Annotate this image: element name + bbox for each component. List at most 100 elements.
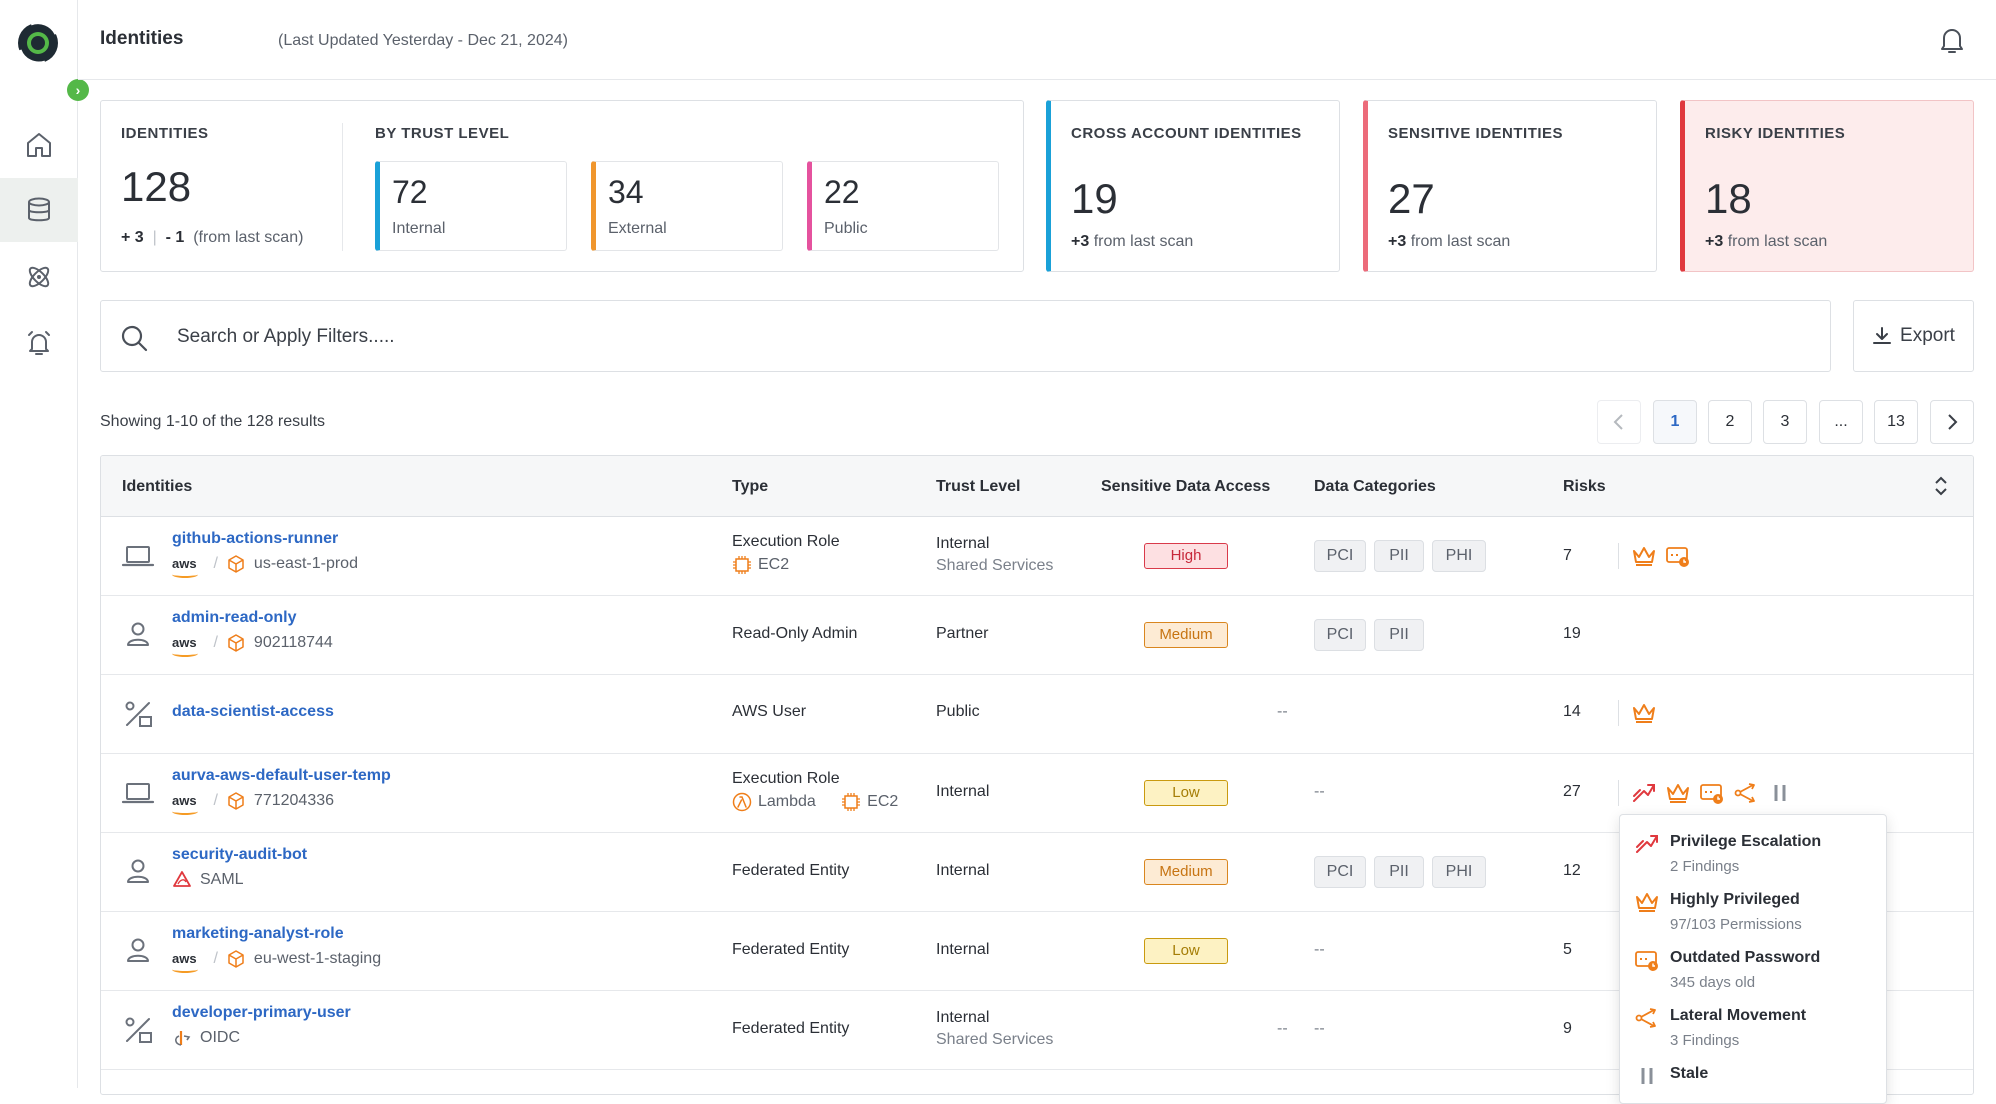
identity-name[interactable]: aurva-aws-default-user-temp <box>172 767 391 784</box>
sidebar-expand-button[interactable]: › <box>67 79 89 101</box>
search-input[interactable] <box>177 319 1777 355</box>
chip-icon <box>841 792 861 812</box>
table-row[interactable]: developer-primary-user OIDC Federated En… <box>101 991 1973 1070</box>
trust-sub: Shared Services <box>936 557 1054 574</box>
risky-identities-card[interactable]: RISKY IDENTITIES 18 +3 from last scan <box>1680 100 1974 272</box>
identity-name[interactable]: data-scientist-access <box>172 703 334 720</box>
crown-icon[interactable] <box>1665 780 1691 806</box>
risk-count: 5 <box>1563 941 1572 958</box>
chevron-right-icon <box>1948 414 1958 430</box>
nav-identities[interactable] <box>0 245 78 309</box>
chip-icon <box>732 555 752 575</box>
identity-services: EC2 <box>732 555 789 575</box>
trust-external-label: External <box>608 220 667 237</box>
col-sensitive-data-access[interactable]: Sensitive Data Access <box>1101 478 1271 495</box>
cross-account-card[interactable]: CROSS ACCOUNT IDENTITIES 19 +3 from last… <box>1046 100 1340 272</box>
next-page-button[interactable] <box>1930 400 1974 444</box>
export-button[interactable]: Export <box>1853 300 1974 372</box>
categories-empty: -- <box>1314 783 1325 800</box>
page-3-button[interactable]: 3 <box>1763 400 1807 444</box>
risk-sub: 345 days old <box>1670 974 1756 991</box>
download-icon <box>1873 327 1892 344</box>
search-bar <box>100 300 1831 372</box>
identity-location: eu-west-1-staging <box>253 950 382 967</box>
trust-sub: Shared Services <box>936 1031 1054 1048</box>
nav-alerts[interactable] <box>0 311 78 375</box>
table-row[interactable]: security-audit-bot SAML Federated Entity… <box>101 833 1973 912</box>
col-data-categories[interactable]: Data Categories <box>1314 478 1436 495</box>
table-row[interactable]: aurva-aws-default-user-temp aws / 771204… <box>101 754 1973 833</box>
identity-name[interactable]: marketing-analyst-role <box>172 925 344 942</box>
sensitivity-badge: Low <box>1144 780 1228 806</box>
identity-type: Federated Entity <box>732 941 850 958</box>
col-risks[interactable]: Risks <box>1563 478 1606 495</box>
nav-data-stores[interactable] <box>0 178 78 242</box>
sensitive-label: SENSITIVE IDENTITIES <box>1388 125 1564 142</box>
trust-external-box[interactable]: 34 External <box>591 161 783 251</box>
table-row[interactable]: admin-read-only aws / 902118744 Read-Onl… <box>101 596 1973 675</box>
trust-level: Public <box>936 703 980 720</box>
last-updated: (Last Updated Yesterday - Dec 21, 2024) <box>278 32 568 49</box>
table-row[interactable]: marketing-analyst-role aws / eu-west-1-s… <box>101 912 1973 991</box>
divider <box>1618 543 1619 569</box>
category-tag: PCI <box>1314 540 1366 572</box>
cube-icon <box>226 791 246 811</box>
outdated-password-icon[interactable] <box>1665 543 1691 569</box>
saml-icon <box>172 870 192 890</box>
results-count: Showing 1-10 of the 128 results <box>100 413 326 430</box>
page-1-button[interactable]: 1 <box>1653 400 1697 444</box>
sensitive-identities-card[interactable]: SENSITIVE IDENTITIES 27 +3 from last sca… <box>1363 100 1657 272</box>
outdated-password-icon[interactable] <box>1699 780 1725 806</box>
col-trust-level[interactable]: Trust Level <box>936 478 1021 495</box>
risky-label: RISKY IDENTITIES <box>1705 125 1846 142</box>
oidc-icon <box>172 1028 192 1048</box>
risk-count: 14 <box>1563 703 1581 720</box>
trust-public-box[interactable]: 22 Public <box>807 161 999 251</box>
pause-icon[interactable] <box>1767 780 1793 806</box>
lambda-icon <box>732 792 752 812</box>
identity-meta: aws / 771204336 <box>172 791 335 815</box>
divider <box>1618 780 1619 806</box>
identity-type: Federated Entity <box>732 862 850 879</box>
sensitivity-badge: Low <box>1144 938 1228 964</box>
bell-icon[interactable] <box>1936 24 1968 56</box>
identity-name[interactable]: admin-read-only <box>172 609 297 626</box>
trust-level: Internal <box>936 941 990 958</box>
page-ellipsis[interactable]: ... <box>1819 400 1863 444</box>
table-row[interactable]: data-scientist-access AWS User Public --… <box>101 675 1973 754</box>
identity-meta: SAML <box>172 870 244 890</box>
page-13-button[interactable]: 13 <box>1874 400 1918 444</box>
database-icon <box>28 197 50 222</box>
trust-external-count: 34 <box>608 174 644 210</box>
privilege-escalation-icon <box>1634 831 1660 857</box>
identity-location: us-east-1-prod <box>253 555 358 572</box>
crown-icon[interactable] <box>1631 543 1657 569</box>
sensitivity-badge: Medium <box>1144 859 1228 885</box>
page-2-button[interactable]: 2 <box>1708 400 1752 444</box>
col-type[interactable]: Type <box>732 478 769 495</box>
table-header: Identities Type Trust Level Sensitive Da… <box>101 456 1973 517</box>
app-logo-icon[interactable] <box>15 20 61 66</box>
identities-label: IDENTITIES <box>121 125 209 142</box>
sort-icon[interactable] <box>1931 474 1951 498</box>
identity-name[interactable]: security-audit-bot <box>172 846 308 863</box>
identity-name[interactable]: github-actions-runner <box>172 530 339 547</box>
identity-type: Federated Entity <box>732 1020 850 1037</box>
table-row[interactable]: github-actions-runner aws / us-east-1-pr… <box>101 517 1973 596</box>
lateral-movement-icon[interactable] <box>1733 780 1759 806</box>
divider <box>342 123 343 251</box>
aws-logo: aws <box>172 951 198 973</box>
crown-icon[interactable] <box>1631 700 1657 726</box>
atom-icon <box>28 266 50 288</box>
lateral-movement-icon <box>1634 1005 1660 1031</box>
trust-internal-box[interactable]: 72 Internal <box>375 161 567 251</box>
col-identities[interactable]: Identities <box>122 478 193 495</box>
nav-home[interactable] <box>0 113 78 177</box>
identity-name[interactable]: developer-primary-user <box>172 1004 351 1021</box>
prev-page-button[interactable] <box>1597 400 1641 444</box>
identities-summary-card: IDENTITIES 128 + 3 | - 1 (from last scan… <box>100 100 1024 272</box>
privilege-escalation-icon[interactable] <box>1631 780 1657 806</box>
user-icon <box>121 934 155 968</box>
category-tag: PII <box>1374 619 1424 651</box>
identity-meta: aws / eu-west-1-staging <box>172 950 382 973</box>
